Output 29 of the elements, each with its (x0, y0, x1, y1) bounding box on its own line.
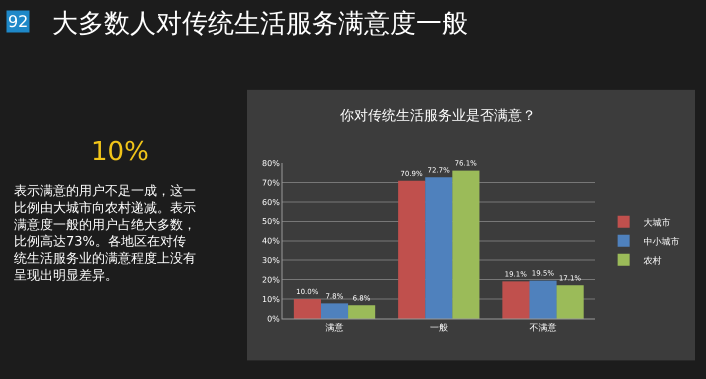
bar (529, 280, 557, 318)
y-tick-label: 30% (262, 256, 280, 266)
chart-title: 大多数人对传统生活服务满意度一般 (52, 9, 468, 39)
bar (452, 170, 480, 318)
x-tick-label: 满意 (326, 322, 344, 334)
text: 10% (91, 137, 149, 167)
y-tick-label: 20% (262, 275, 280, 284)
chart-subtitle: 你对传统生活服务业是否满意？ (339, 108, 536, 124)
bar (502, 281, 530, 318)
y-tick-label: 10% (262, 294, 280, 304)
bar (348, 305, 376, 318)
bar (398, 180, 426, 318)
y-tick-label: 60% (262, 198, 280, 207)
bar (425, 177, 452, 318)
y-tick-label: 80% (262, 158, 280, 168)
y-tick-label: 70% (262, 178, 280, 188)
y-tick-label: 0% (267, 314, 280, 324)
bar (556, 285, 584, 318)
legend-label: 大城市 (644, 217, 671, 228)
text: 表示满意的用户不足一成，这一比例由大城市向农村递减。表示满意度一般的用户占绝大多数，比例高达73%。各地区在对传统生活服务业的满意程度上没有呈现出明显差异。 (14, 184, 196, 284)
legend-label: 中小城市 (644, 236, 680, 248)
bar (320, 303, 348, 318)
bar (294, 299, 321, 318)
x-tick-label: 一般 (430, 322, 448, 334)
y-tick-label: 50% (262, 217, 280, 226)
legend-label: 农村 (644, 255, 662, 266)
text: 92 (8, 12, 28, 31)
x-tick-label: 不满意 (530, 322, 557, 334)
y-tick-label: 40% (262, 236, 280, 246)
